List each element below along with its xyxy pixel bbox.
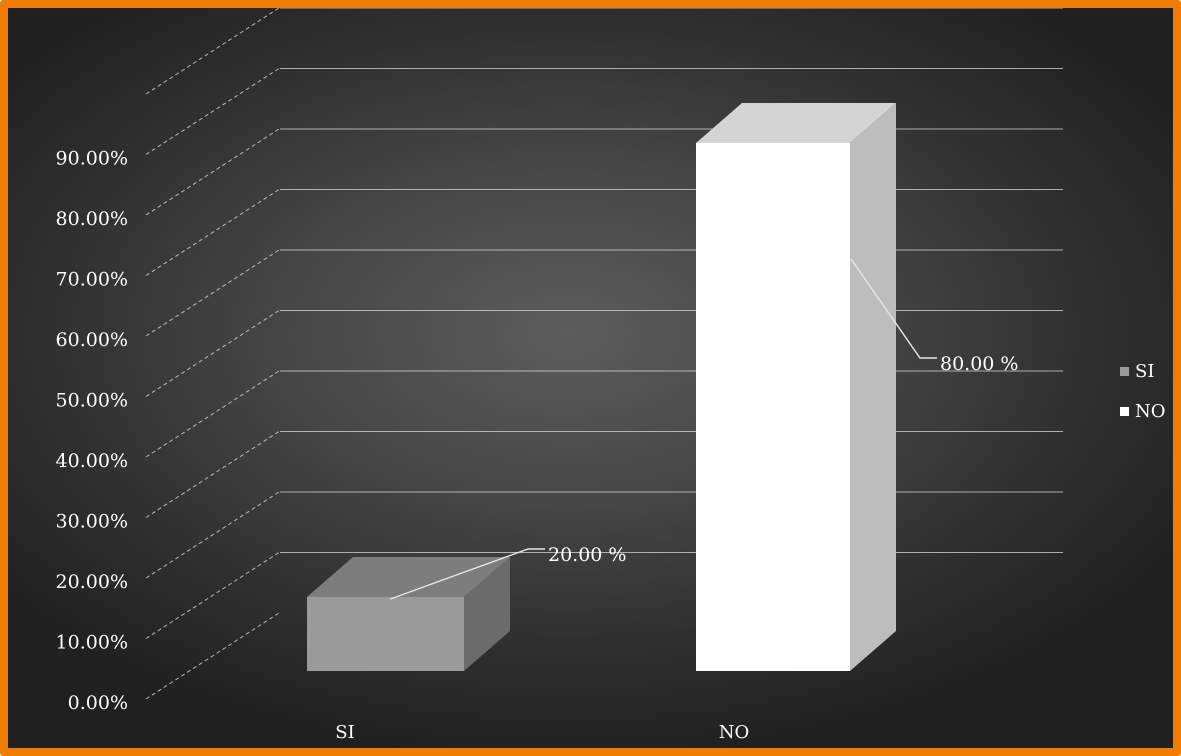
- y-tick-label: 30.00%: [56, 511, 128, 533]
- gridline-wall: [145, 431, 280, 518]
- y-tick-label: 10.00%: [56, 632, 128, 654]
- gridline-wall: [145, 552, 280, 639]
- y-tick-label: 70.00%: [56, 269, 128, 291]
- legend-label: NO: [1135, 401, 1166, 422]
- leader-lines: [390, 258, 937, 600]
- legend-swatch: [1120, 367, 1129, 376]
- y-tick-label: 80.00%: [56, 208, 128, 230]
- data-labels: 20.00 % 80.00 %: [548, 353, 1019, 566]
- x-axis-categories: SI NO: [335, 722, 749, 743]
- bar-top-si: [307, 557, 510, 597]
- y-tick-label: 60.00%: [56, 329, 128, 351]
- chart-svg: 0.00% 10.00% 20.00% 30.00% 40.00% 50.00% 60.00…: [56, 8, 1166, 743]
- bar-top-no: [696, 103, 896, 143]
- x-category-label: SI: [335, 722, 354, 743]
- y-axis-ticks: 0.00% 10.00% 20.00% 30.00% 40.00% 50.00% 60.00…: [56, 148, 128, 715]
- leader-line: [850, 258, 937, 359]
- gridline-wall: [145, 68, 280, 155]
- gridline-wall: [145, 310, 280, 397]
- gridline-wall: [145, 370, 280, 458]
- bar-si: [307, 597, 464, 671]
- gridline-wall: [145, 189, 280, 276]
- legend: SI NO: [1120, 361, 1166, 422]
- y-tick-label: 40.00%: [56, 450, 128, 472]
- leader-line: [390, 548, 545, 600]
- gridlines: [145, 8, 1063, 700]
- y-tick-label: 90.00%: [56, 148, 128, 170]
- gridline-wall: [145, 491, 280, 579]
- legend-swatch: [1120, 407, 1129, 416]
- data-label: 20.00 %: [548, 544, 627, 566]
- x-category-label: NO: [719, 722, 750, 743]
- y-tick-label: 20.00%: [56, 571, 128, 593]
- gridline-wall: [145, 249, 280, 337]
- data-label: 80.00 %: [940, 353, 1019, 375]
- gridline-wall: [145, 612, 280, 700]
- bar-side-si: [464, 557, 510, 671]
- gridline-wall: [145, 128, 280, 216]
- legend-label: SI: [1135, 361, 1154, 382]
- bars: [307, 103, 896, 671]
- y-tick-label: 50.00%: [56, 390, 128, 412]
- bar-side-no: [850, 103, 896, 671]
- y-tick-label: 0.00%: [68, 692, 128, 714]
- gridline-wall: [145, 8, 280, 95]
- bar-no: [696, 143, 850, 671]
